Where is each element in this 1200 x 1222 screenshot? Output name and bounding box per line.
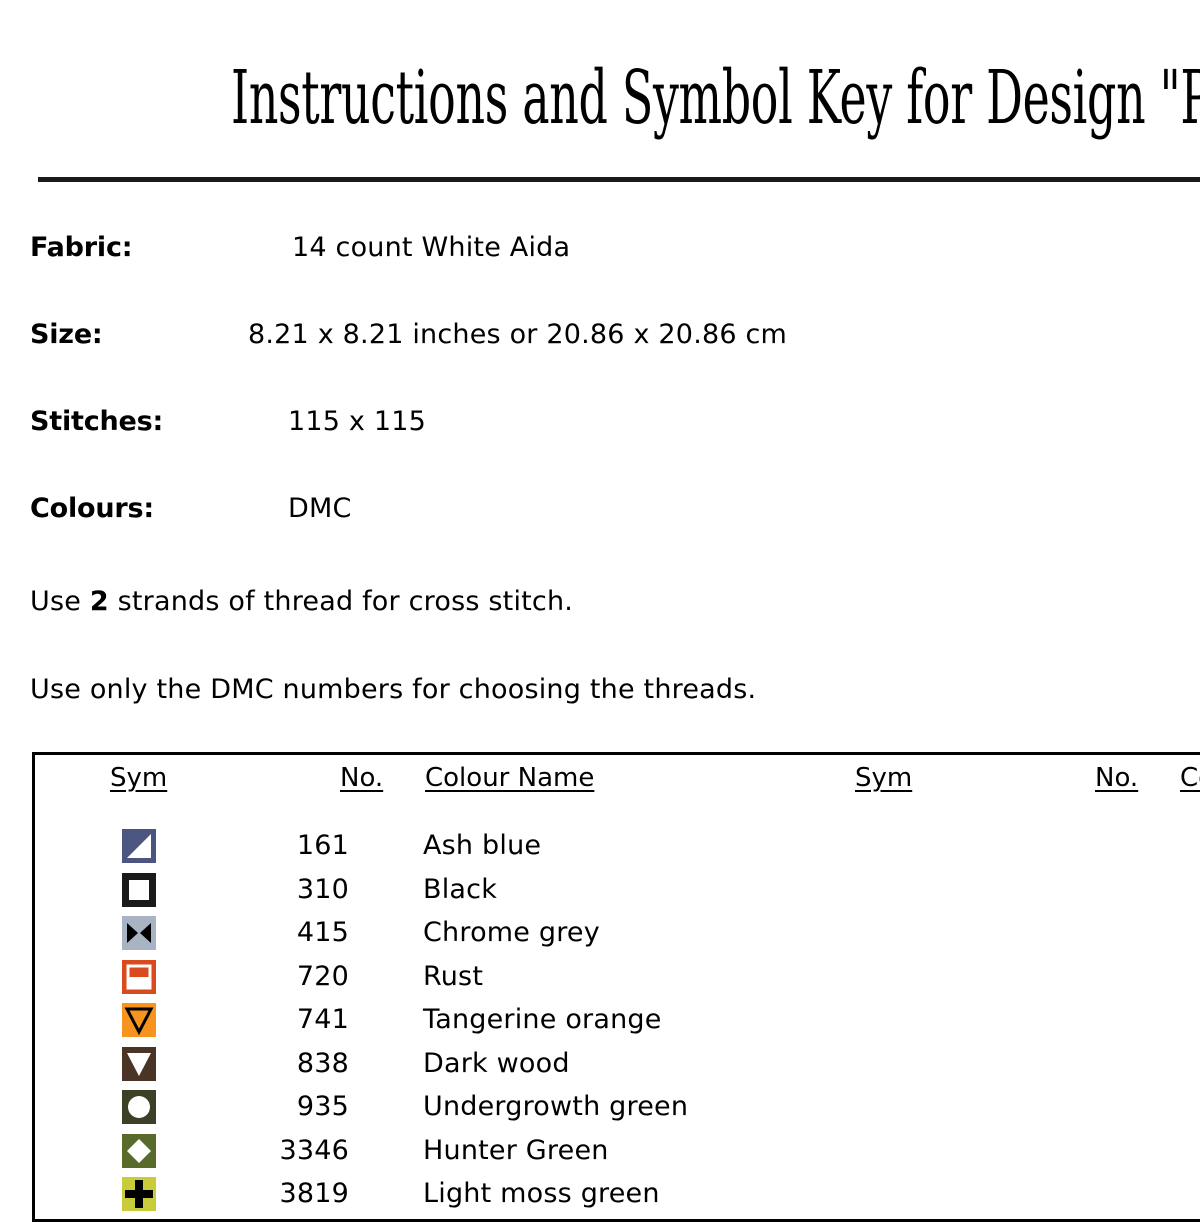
thread-number: 310 [257,873,349,907]
header-name-right: Colour Name [1180,763,1200,793]
header-no-right: No. [1095,763,1138,793]
header-no-left: No. [340,763,383,793]
meta-label-stitches: Stitches: [30,406,163,437]
symbol-key-left-column: 161 Ash blue 310 Black 415 Chrome grey 720 Rust… [35,829,1200,1221]
bowtie-icon [122,916,156,950]
triangle-down-outline-icon [122,1003,156,1037]
square-outline-icon [122,873,156,907]
meta-value-colours: DMC [288,493,352,524]
meta-row-size: Size: 8.21 x 8.21 inches or 20.86 x 20.8… [30,319,1030,406]
colour-name: Black [423,873,497,907]
colour-name: Dark wood [423,1047,570,1081]
meta-value-fabric: 14 count White Aida [292,232,570,263]
meta-value-size: 8.21 x 8.21 inches or 20.86 x 20.86 cm [248,319,787,350]
table-row: 161 Ash blue [35,829,1200,873]
table-row: 3819 Light moss green [35,1177,1200,1221]
triangle-down-solid-icon [122,1047,156,1081]
page-title-text: Instructions and Symbol Key for Design "… [231,52,1200,144]
circle-solid-icon [122,1090,156,1124]
colour-name: Chrome grey [423,916,600,950]
title-divider [38,177,1200,182]
meta-row-fabric: Fabric: 14 count White Aida [30,232,1030,319]
table-row: 415 Chrome grey [35,916,1200,960]
colour-name: Rust [423,960,483,994]
thread-number: 838 [257,1047,349,1081]
note-strands: Use 2 strands of thread for cross stitch… [30,586,573,617]
meta-label-fabric: Fabric: [30,232,132,263]
note-strands-suffix: strands of thread for cross stitch. [109,586,573,617]
thread-number: 935 [257,1090,349,1124]
meta-label-colours: Colours: [30,493,154,524]
diamond-solid-icon [122,1134,156,1168]
meta-label-size: Size: [30,319,103,350]
thread-number: 161 [257,829,349,863]
table-row: 3346 Hunter Green [35,1134,1200,1178]
thread-number: 3346 [257,1134,349,1168]
thread-number: 741 [257,1003,349,1037]
meta-row-colours: Colours: DMC [30,493,1030,580]
note-strands-prefix: Use [30,586,90,617]
plus-icon [122,1177,156,1211]
colour-name: Undergrowth green [423,1090,688,1124]
header-name-left: Colour Name [425,763,594,793]
thread-number: 720 [257,960,349,994]
meta-row-stitches: Stitches: 115 x 115 [30,406,1030,493]
table-row: 720 Rust [35,960,1200,1004]
note-dmc: Use only the DMC numbers for choosing th… [30,674,756,705]
colour-name: Hunter Green [423,1134,609,1168]
half-bar-icon [122,960,156,994]
table-row: 838 Dark wood [35,1047,1200,1091]
header-sym-left: Sym [110,763,167,793]
colour-name: Light moss green [423,1177,660,1211]
colour-name: Ash blue [423,829,541,863]
thread-number: 415 [257,916,349,950]
page-title: Instructions and Symbol Key for Design "… [0,52,1200,152]
triangle-lower-left-icon [122,829,156,863]
colour-name: Tangerine orange [423,1003,662,1037]
symbol-key-table: Sym No. Colour Name Sym No. Colour Name … [32,752,1200,1222]
symbol-key-header-row: Sym No. Colour Name Sym No. Colour Name [35,755,1200,807]
note-strands-count: 2 [90,586,109,617]
header-sym-right: Sym [855,763,912,793]
meta-value-stitches: 115 x 115 [288,406,426,437]
thread-number: 3819 [257,1177,349,1211]
table-row: 741 Tangerine orange [35,1003,1200,1047]
table-row: 935 Undergrowth green [35,1090,1200,1134]
pattern-metadata: Fabric: 14 count White Aida Size: 8.21 x… [30,232,1030,580]
table-row: 310 Black [35,873,1200,917]
